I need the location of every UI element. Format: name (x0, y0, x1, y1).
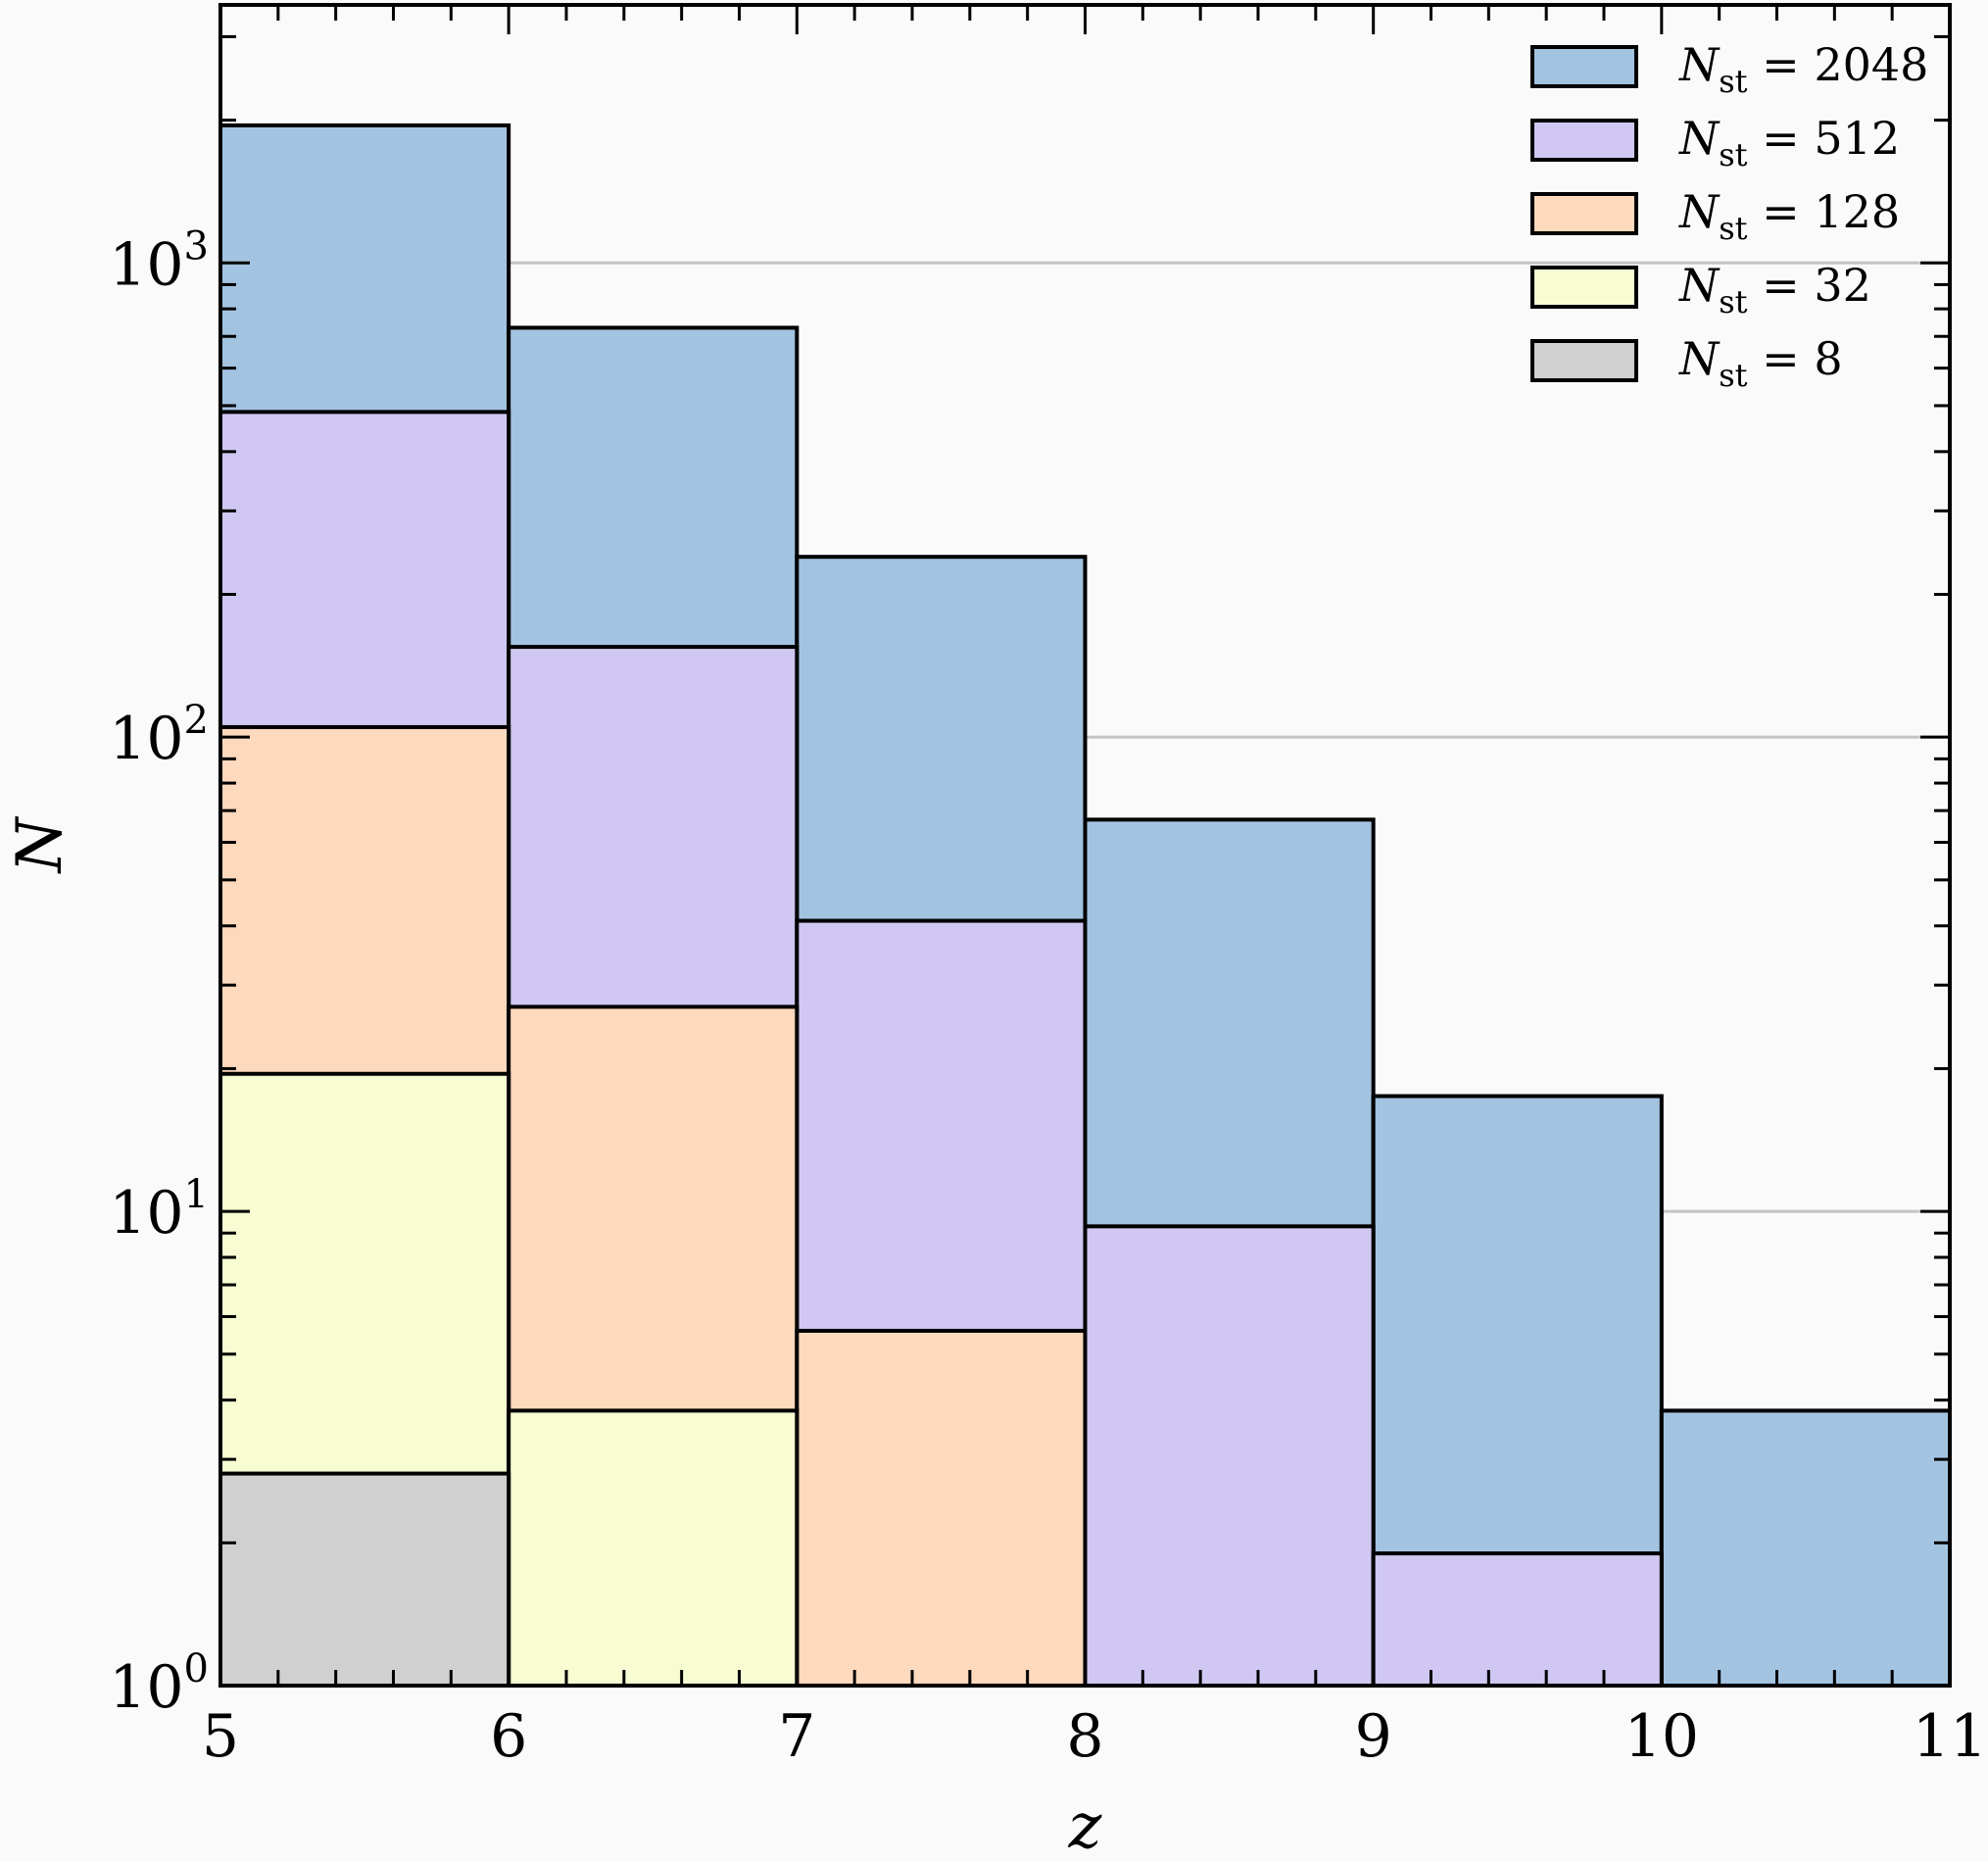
x-tick-label: 8 (1066, 1702, 1103, 1771)
bar-series1-bin4 (1371, 1551, 1664, 1688)
legend-label: Nst = 512 (1678, 112, 1900, 173)
legend-swatch (1530, 192, 1638, 235)
x-tick-label: 6 (490, 1702, 527, 1771)
legend-label: Nst = 128 (1678, 185, 1900, 247)
bar-series4-bin0 (218, 1471, 511, 1689)
y-tick-label: 100 (109, 1646, 209, 1722)
bar-series2-bin2 (795, 1328, 1088, 1688)
legend-swatch (1530, 339, 1638, 382)
y-axis-label: N (4, 816, 76, 875)
legend: Nst = 2048 Nst = 512 Nst = 128 Nst = 32 Nst … (1530, 38, 1928, 394)
y-tick-label: 102 (109, 698, 209, 773)
legend-swatch (1530, 45, 1638, 88)
bar-series1-bin3 (1083, 1224, 1376, 1688)
legend-label: Nst = 32 (1678, 259, 1871, 320)
bar-series3-bin1 (507, 1408, 800, 1689)
plot-frame (218, 3, 1952, 1688)
x-tick-label: 7 (778, 1702, 815, 1771)
y-tick-label: 101 (109, 1172, 209, 1248)
x-tick-label: 11 (1913, 1702, 1987, 1771)
legend-swatch (1530, 119, 1638, 162)
legend-swatch (1530, 266, 1638, 309)
y-tick-labels: 100 101 102 103 (109, 223, 209, 1722)
x-tick-label: 5 (202, 1702, 239, 1771)
histogram-bars (218, 122, 1953, 1689)
x-tick-labels: 5 6 7 8 9 10 11 (202, 1702, 1987, 1771)
legend-label: Nst = 8 (1678, 332, 1843, 394)
y-tick-label: 103 (109, 223, 209, 299)
legend-label: Nst = 2048 (1678, 38, 1928, 100)
x-tick-label: 10 (1624, 1702, 1699, 1771)
x-tick-label: 9 (1355, 1702, 1392, 1771)
bar-series0-bin5 (1659, 1408, 1953, 1689)
x-axis-label: z (1068, 1790, 1103, 1862)
